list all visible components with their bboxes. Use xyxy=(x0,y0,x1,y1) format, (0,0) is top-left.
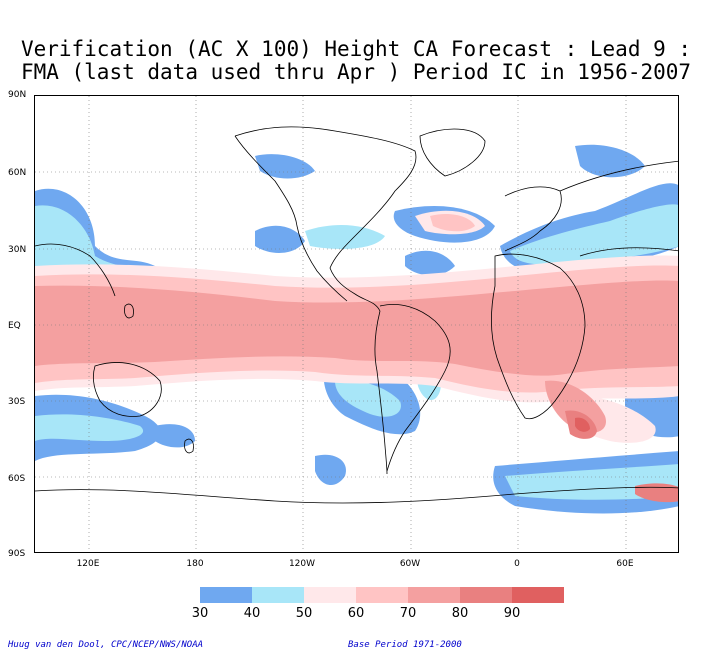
lat-label-60n: 60N xyxy=(8,168,27,178)
correlation-map xyxy=(35,96,678,552)
legend-label-40: 40 xyxy=(243,606,261,621)
credit-text: Huug van den Dool, CPC/NCEP/NWS/NOAA xyxy=(8,640,204,650)
lat-label-eq: EQ xyxy=(8,321,21,331)
legend-swatch-80-90 xyxy=(460,587,512,603)
lon-label-120e: 120E xyxy=(76,559,100,569)
lon-label-60w: 60W xyxy=(399,559,421,569)
legend-label-30: 30 xyxy=(191,606,209,621)
contour-90-plus xyxy=(575,417,590,432)
title-line-1: Verification (AC X 100) Height CA Foreca… xyxy=(20,37,692,61)
lon-label-120w: 120W xyxy=(288,559,316,569)
base-period-text: Base Period 1971-2000 xyxy=(348,640,462,650)
chart-title: Verification (AC X 100) Height CA Foreca… xyxy=(0,38,712,84)
legend-swatch-50-60 xyxy=(304,587,356,603)
lat-label-90s: 90S xyxy=(8,549,26,559)
legend-label-70: 70 xyxy=(399,606,417,621)
lon-label-180: 180 xyxy=(186,559,204,569)
lon-label-0: 0 xyxy=(514,559,520,569)
lon-label-60e: 60E xyxy=(616,559,634,569)
lat-label-60s: 60S xyxy=(8,474,26,484)
legend-swatch-60-70 xyxy=(356,587,408,603)
coastlines xyxy=(35,126,678,504)
legend-swatch-40-50 xyxy=(252,587,304,603)
lat-label-90n: 90N xyxy=(8,90,27,100)
legend-label-90: 90 xyxy=(503,606,521,621)
legend-label-80: 80 xyxy=(451,606,469,621)
legend-swatch-70-80 xyxy=(408,587,460,603)
legend-label-60: 60 xyxy=(347,606,365,621)
lat-label-30s: 30S xyxy=(8,397,26,407)
title-line-2: FMA (last data used thru Apr ) Period IC… xyxy=(20,60,692,84)
map-panel xyxy=(34,95,679,553)
legend-swatch-30-40 xyxy=(200,587,252,603)
lat-label-30n: 30N xyxy=(8,245,27,255)
legend-label-50: 50 xyxy=(295,606,313,621)
legend-swatch-90-plus xyxy=(512,587,564,603)
